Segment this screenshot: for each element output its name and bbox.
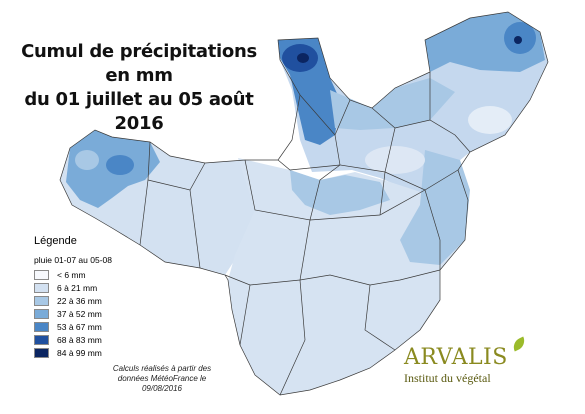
data-credit: Calculs réalisés à partir des données Mé… [112, 364, 212, 394]
zone-center-dry [365, 146, 425, 174]
map-title: Cumul de précipitations en mm du 01 juil… [8, 40, 270, 136]
legend-subtitle: pluie 01-07 au 05-08 [34, 255, 112, 265]
legend-item: 53 à 67 mm [34, 320, 112, 333]
zone-northeast-max [514, 36, 522, 44]
border-loire-2 [299, 219, 311, 281]
zone-east [400, 150, 470, 265]
border-loiret [379, 189, 441, 270]
centre-area [228, 158, 465, 395]
border-sud [279, 279, 306, 396]
legend-item: 68 à 83 mm [34, 333, 112, 346]
legend-swatch [34, 347, 49, 358]
legend-item: 84 à 99 mm [34, 346, 112, 359]
credit-line3: 09/08/2016 [141, 384, 183, 393]
legend-item: < 6 mm [34, 268, 112, 281]
legend-swatch [34, 295, 49, 306]
zone-brittany-core [106, 155, 134, 175]
legend-swatch [34, 321, 49, 332]
legend-label: 68 à 83 mm [57, 334, 102, 345]
legend-label: 37 à 52 mm [57, 308, 102, 319]
department-borders [59, 11, 549, 396]
legend-label: 53 à 67 mm [57, 321, 102, 332]
map-title-line2: du 01 juillet au 05 août 2016 [24, 89, 254, 134]
border-orne [277, 159, 341, 171]
zone-cotentin-max [297, 53, 309, 63]
zone-brittany-rain [75, 150, 99, 170]
precipitation-zones [66, 12, 545, 265]
zone-north-center [330, 78, 455, 130]
logo-name: ARVALIS [404, 336, 528, 370]
border-indre [364, 284, 396, 351]
border-eure [394, 119, 471, 153]
legend-swatch [34, 334, 49, 345]
legend: Légende pluie 01-07 au 05-08 < 6 mm 6 à … [34, 235, 112, 359]
legend-item: 37 à 52 mm [34, 307, 112, 320]
legend-swatch [34, 269, 49, 280]
legend-swatch [34, 282, 49, 293]
logo-name-text: ARVALIS [404, 345, 508, 370]
credit-line1: Calculs réalisés à partir des [112, 364, 212, 373]
legend-label: < 6 mm [57, 269, 86, 280]
legend-label: 6 à 21 mm [57, 282, 98, 293]
map-title-line1: Cumul de précipitations en mm [21, 41, 257, 86]
legend-item: 22 à 36 mm [34, 294, 112, 307]
border-vendee [239, 284, 251, 346]
legend-title: Légende [34, 235, 77, 247]
legend-label: 84 à 99 mm [57, 347, 102, 358]
legend-label: 22 à 36 mm [57, 295, 102, 306]
arvalis-logo: ARVALIS Institut du végétal [404, 336, 528, 386]
credit-line2: données MétéoFrance le [117, 374, 207, 383]
zone-middle [290, 170, 390, 215]
border-brittany-3 [189, 189, 201, 269]
legend-swatch [34, 308, 49, 319]
border-outline [59, 11, 549, 396]
legend-item: 6 à 21 mm [34, 281, 112, 294]
zone-east-dry [468, 106, 512, 134]
logo-tagline: Institut du végétal [404, 371, 491, 385]
